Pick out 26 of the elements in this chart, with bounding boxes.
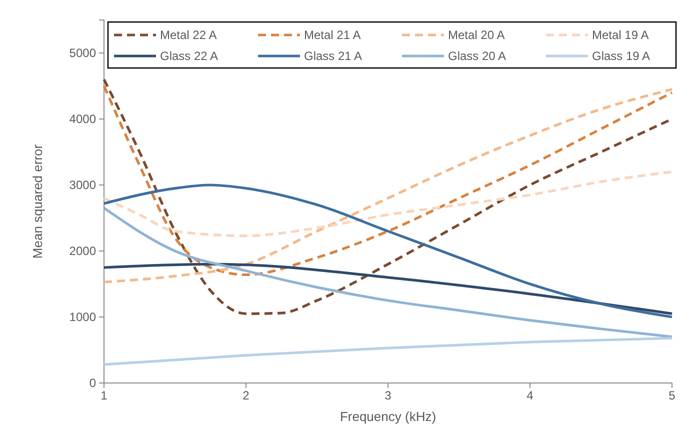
x-tick-label: 1 [100, 388, 108, 403]
line-series [102, 184, 674, 318]
x-tick-label: 3 [384, 388, 392, 403]
y-tick-label: 0 [89, 376, 96, 390]
y-tick-label: 1000 [69, 310, 96, 324]
legend-label: Glass 19 A [592, 49, 650, 63]
y-tick-label: 2000 [69, 244, 96, 258]
legend-label: Metal 19 A [592, 28, 649, 42]
x-tick-label: 4 [526, 388, 534, 403]
legend-label: Metal 21 A [304, 28, 361, 42]
line-series [102, 170, 674, 238]
legend-label: Metal 22 A [160, 28, 217, 42]
x-axis-title: Frequency (kHz) [340, 409, 436, 424]
x-tick-label: 2 [242, 388, 250, 403]
legend-label: Glass 20 A [448, 49, 506, 63]
y-tick-label: 3000 [69, 178, 96, 192]
y-axis-title: Mean squared error [30, 144, 45, 259]
y-tick-label: 4000 [69, 112, 96, 126]
y-tick-label: 5000 [69, 46, 96, 60]
legend-label: Metal 20 A [448, 28, 505, 42]
line-series [102, 206, 674, 338]
line-series [102, 262, 674, 315]
legend-label: Glass 21 A [304, 49, 362, 63]
x-tick-label: 5 [668, 388, 676, 403]
line-series [102, 336, 674, 366]
legend-label: Glass 22 A [160, 49, 218, 63]
